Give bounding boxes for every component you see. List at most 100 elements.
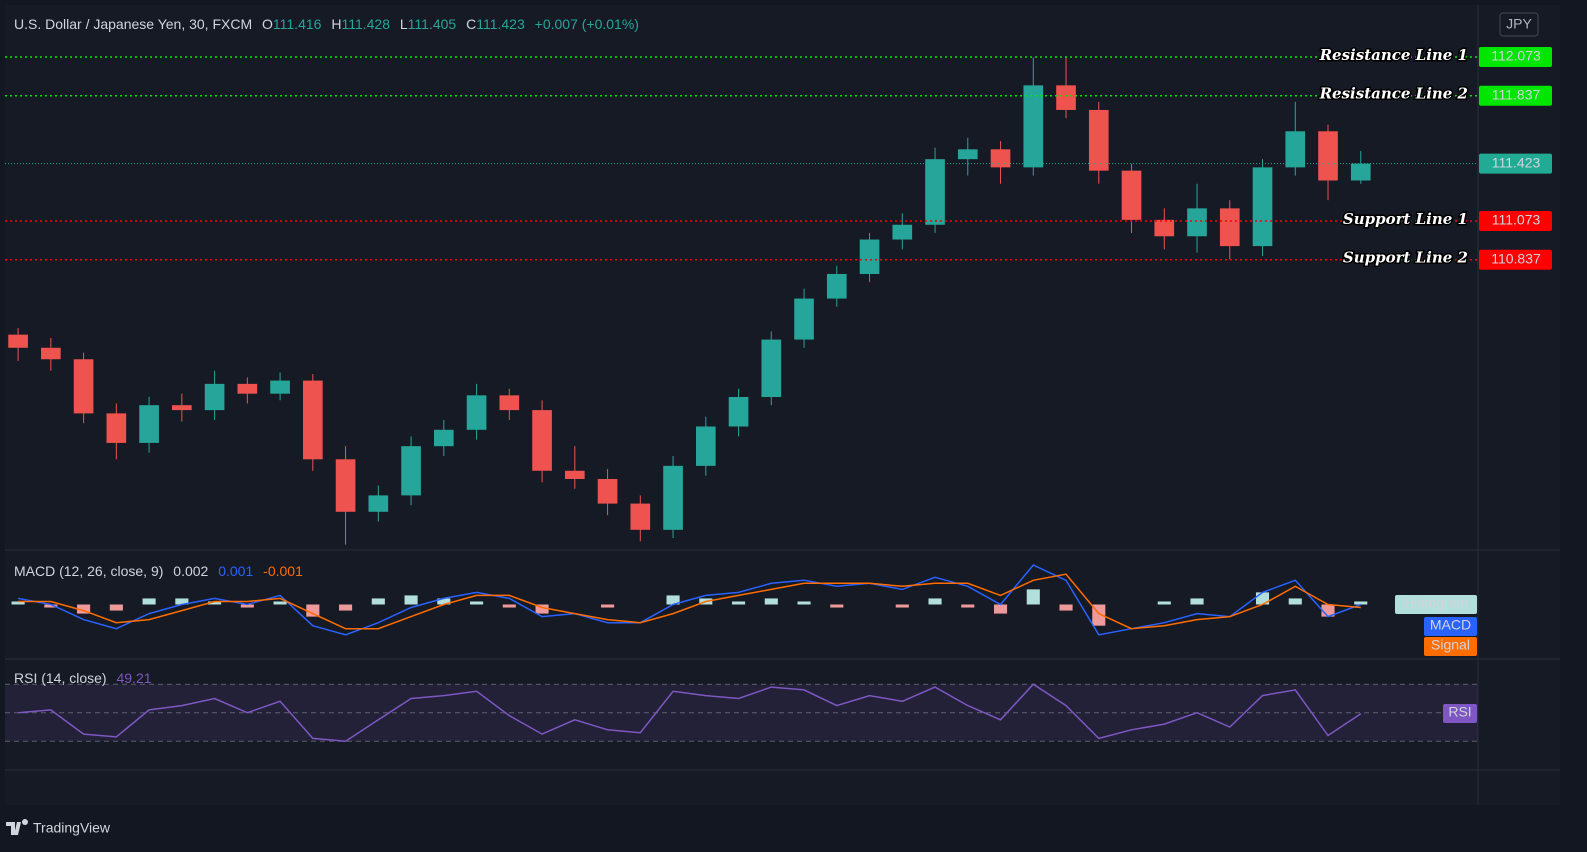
histogram-bar	[961, 604, 975, 608]
histogram-bar	[797, 601, 811, 605]
ohlc-key: O	[262, 16, 273, 32]
legend-label: Signal	[1431, 637, 1470, 653]
candle-body	[532, 410, 552, 471]
histogram-bar	[502, 604, 516, 608]
legend-label: Histogram	[1404, 595, 1468, 611]
histogram-bar	[109, 604, 123, 611]
ohlc-value: 111.416	[273, 16, 322, 32]
candle-body	[466, 395, 487, 430]
candle-body	[1187, 208, 1207, 237]
histogram-bar	[1190, 598, 1204, 605]
brand-name: TradingView	[33, 820, 111, 836]
brand: TradingView	[6, 819, 111, 836]
histogram-bar	[535, 604, 549, 614]
histogram-bar	[993, 604, 1008, 614]
candle-body	[41, 347, 61, 360]
line-name: Resistance Line 1	[1319, 46, 1468, 64]
ohlc-key: H	[331, 16, 341, 32]
legend-box	[1443, 704, 1477, 723]
histogram-bar	[1059, 604, 1073, 611]
histogram-bar	[928, 598, 942, 605]
candle-body	[794, 298, 814, 340]
histogram-bar	[306, 604, 320, 617]
ohlc-key: C	[466, 16, 476, 32]
candle-body	[401, 446, 421, 496]
candle-body	[73, 359, 94, 414]
candle-body	[1023, 85, 1044, 168]
histogram-bar	[77, 604, 91, 614]
currency-box[interactable]	[1499, 12, 1539, 37]
candle-body	[433, 429, 454, 447]
candle-body	[1056, 85, 1076, 110]
histogram-bar	[208, 601, 222, 605]
histogram-bar	[1157, 601, 1171, 605]
histogram-bar	[339, 604, 353, 611]
ohlc-key: L	[400, 16, 408, 32]
candle-body	[597, 478, 618, 504]
legend-label: MACD	[1430, 617, 1471, 633]
price-label-box	[1479, 46, 1552, 67]
price-label-box	[1479, 210, 1552, 231]
candle-body	[663, 465, 683, 530]
last-price-label: 111.423	[1492, 154, 1541, 170]
histogram-bar	[404, 595, 418, 605]
candle-body	[630, 503, 651, 530]
candle-body	[761, 339, 782, 397]
legend-box	[1424, 637, 1477, 656]
candle-body	[499, 395, 520, 411]
candle-body	[1154, 219, 1175, 237]
candle-body	[172, 405, 192, 411]
price-label: 110.837	[1491, 250, 1541, 266]
line-name: Support Line 2	[1343, 249, 1468, 267]
candle-body	[892, 224, 913, 240]
ohlc-value: 111.428	[341, 16, 390, 32]
histogram-bar	[1354, 601, 1368, 605]
candle-body	[1088, 109, 1109, 171]
histogram-bar	[44, 604, 58, 608]
candle-body	[270, 380, 290, 394]
legend-box	[1424, 617, 1477, 636]
ohlc-value: 111.423	[476, 16, 525, 32]
histogram-bar	[142, 598, 156, 605]
histogram-bar	[371, 598, 385, 605]
overlay: Resistance Line 1 112.073 Resistance Line …	[1317, 44, 1552, 723]
candle-body	[728, 396, 749, 427]
histogram-bar	[732, 601, 746, 605]
candle-body	[695, 426, 716, 466]
candle-body	[139, 405, 159, 443]
price-label: 112.073	[1491, 48, 1541, 64]
histogram-bar	[240, 604, 254, 608]
price-label-box	[1479, 249, 1552, 270]
last-price-box	[1479, 153, 1552, 174]
line-name: Support Line 1	[1343, 210, 1468, 228]
price-header: U.S. Dollar / Japanese Yen, 30, FXCM O11…	[14, 16, 639, 32]
plot	[5, 56, 1478, 742]
change: +0.007 (+0.01%)	[535, 16, 639, 32]
histogram-bar	[1026, 589, 1040, 605]
histogram-bar	[666, 595, 680, 605]
candle-body	[204, 383, 225, 411]
candle-body	[1121, 170, 1142, 220]
candle-body	[564, 470, 585, 479]
macd-header-value: 0.001	[218, 563, 253, 579]
macd-header: MACD (12, 26, close, 9) 0.002 0.001 -0.0…	[14, 563, 303, 579]
candle-body	[826, 273, 847, 299]
line-name: Resistance Line 2	[1319, 85, 1468, 103]
candle-body	[368, 495, 389, 512]
candle-body	[335, 459, 356, 512]
series-line	[18, 573, 1361, 630]
candle-body	[106, 413, 127, 443]
rsi-last-value: 49.21	[116, 670, 151, 686]
currency[interactable]: JPY	[1506, 16, 1532, 32]
rsi-header: RSI (14, close) 49.21	[14, 670, 152, 686]
candle-body	[303, 380, 323, 460]
candle-body	[1252, 167, 1273, 247]
histogram-bar	[11, 601, 25, 605]
price-label: 111.837	[1492, 86, 1541, 102]
histogram-bar	[895, 604, 909, 608]
histogram-bar	[273, 601, 287, 605]
histogram-bar	[175, 598, 189, 605]
macd-header-value: -0.001	[263, 563, 303, 579]
brand-logo	[6, 819, 28, 835]
